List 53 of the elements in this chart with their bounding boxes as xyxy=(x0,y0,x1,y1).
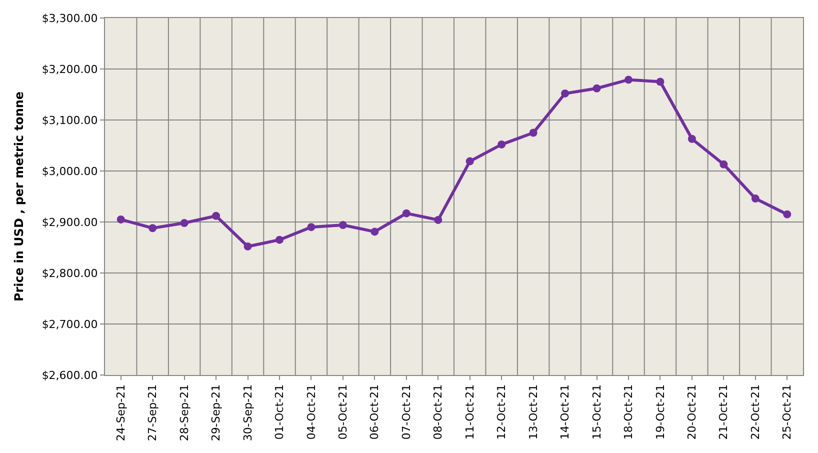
point xyxy=(466,157,474,166)
point xyxy=(561,89,570,98)
point xyxy=(751,194,760,203)
x-tick-label: 19-Oct-21 xyxy=(654,384,667,440)
x-tick-label: 07-Oct-21 xyxy=(400,384,413,440)
point xyxy=(244,242,252,250)
point xyxy=(307,223,316,232)
x-tick-label: 30-Sep-21 xyxy=(241,384,254,442)
x-tick-label: 25-Oct-21 xyxy=(780,384,794,440)
y-tick-label: $2,600.00 xyxy=(42,368,98,382)
point xyxy=(720,160,728,168)
point xyxy=(116,215,125,224)
point xyxy=(688,134,696,143)
x-tick-label: 28-Sep-21 xyxy=(178,384,191,442)
x-tick-label: 21-Oct-21 xyxy=(717,384,730,440)
point xyxy=(498,140,506,148)
x-tick-label: 20-Oct-21 xyxy=(686,384,699,440)
x-tick-label: 05-Oct-21 xyxy=(336,384,350,440)
y-tick-label: $3,200.00 xyxy=(42,62,98,76)
point xyxy=(276,236,284,244)
point xyxy=(402,209,410,218)
x-tick-label: 29-Sep-21 xyxy=(210,384,223,442)
point xyxy=(212,212,220,220)
point xyxy=(434,216,442,224)
x-tick-label: 27-Sep-21 xyxy=(146,384,160,442)
point xyxy=(338,221,347,230)
y-tick-label: $2,800.00 xyxy=(42,266,98,280)
x-tick-label: 04-Oct-21 xyxy=(304,384,318,440)
x-tick-label: 06-Oct-21 xyxy=(368,384,382,440)
x-tick-label: 01-Oct-21 xyxy=(273,384,286,440)
x-tick-label: 11-Oct-21 xyxy=(463,384,476,440)
x-tick-label: 12-Oct-21 xyxy=(495,384,508,440)
x-tick-label: 14-Oct-21 xyxy=(558,384,572,440)
x-tick-label: 24-Sep-21 xyxy=(114,384,128,442)
y-axis-title: Price in USD , per metric tonne xyxy=(12,91,26,302)
point xyxy=(656,78,664,86)
x-tick-label: 15-Oct-21 xyxy=(590,384,604,440)
y-tick-label: $3,000.00 xyxy=(42,164,98,178)
y-tick-label: $2,700.00 xyxy=(42,318,98,331)
y-tick-label: $3,100.00 xyxy=(42,114,98,127)
y-tick-label: $2,900.00 xyxy=(42,216,98,229)
point xyxy=(529,128,538,137)
x-tick-label: 22-Oct-21 xyxy=(748,384,762,440)
point xyxy=(592,84,601,92)
x-tick-label: 08-Oct-21 xyxy=(432,384,445,440)
point xyxy=(783,210,792,218)
point xyxy=(180,219,188,228)
point xyxy=(370,228,379,236)
x-tick-label: 18-Oct-21 xyxy=(622,384,636,440)
x-tick-label: 13-Oct-21 xyxy=(526,384,540,440)
y-tick-label: $3,300.00 xyxy=(42,12,98,25)
point xyxy=(148,224,157,232)
point xyxy=(624,76,632,84)
